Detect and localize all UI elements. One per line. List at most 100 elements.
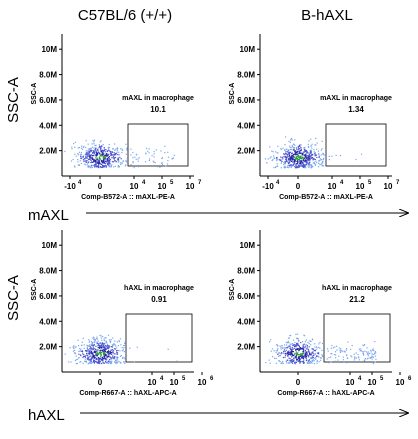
event-dot (85, 140, 87, 142)
event-dot (300, 165, 302, 167)
event-dot (103, 162, 105, 164)
event-dot (285, 136, 287, 138)
event-dot (124, 342, 126, 344)
event-dot (294, 167, 297, 169)
event-dot (302, 362, 305, 364)
event-dot (99, 349, 101, 351)
event-dot (97, 165, 99, 167)
event-dot (93, 160, 95, 162)
event-dot (355, 352, 357, 354)
event-dot (284, 155, 286, 157)
event-dot (109, 158, 111, 161)
event-dot (337, 361, 339, 364)
event-dot (314, 158, 316, 161)
event-dot (92, 337, 94, 339)
event-dot (293, 157, 295, 159)
event-dot (293, 357, 295, 359)
event-dot (327, 350, 329, 352)
event-dot (64, 353, 66, 355)
event-dot (360, 348, 362, 350)
event-dot (91, 362, 93, 364)
event-dot (116, 356, 118, 358)
event-dot (292, 344, 294, 347)
event-dot (284, 144, 286, 146)
event-dot (112, 350, 115, 352)
event-dot (112, 352, 114, 354)
event-dot (277, 159, 279, 161)
event-dot (297, 161, 299, 163)
event-dot (93, 355, 95, 357)
event-dot (80, 157, 82, 160)
event-dot (302, 152, 304, 154)
event-dot (292, 165, 294, 167)
event-dot (114, 143, 116, 145)
event-dot (288, 149, 290, 151)
event-dot (160, 150, 162, 152)
x-tick-label: 10 (368, 378, 377, 387)
event-dot (132, 161, 134, 163)
event-dot (322, 355, 324, 358)
event-dot (107, 351, 109, 353)
event-dot (89, 348, 91, 350)
event-dot (92, 355, 94, 357)
event-dot (70, 160, 73, 162)
event-dot (309, 362, 311, 364)
event-dot (100, 155, 102, 157)
event-dot (74, 153, 76, 155)
event-dot (96, 338, 98, 340)
y-tick-label: 8.0M (39, 71, 57, 80)
event-dot (300, 148, 302, 151)
event-dot (132, 162, 134, 164)
event-dot (282, 158, 284, 160)
event-dot (92, 345, 94, 347)
event-dot (305, 355, 307, 357)
event-dot (82, 356, 84, 359)
event-dot (108, 159, 110, 161)
event-dot (114, 157, 117, 159)
event-dot (88, 341, 90, 343)
event-dot (106, 158, 108, 160)
event-dot (322, 152, 324, 154)
event-dot (137, 160, 139, 162)
y-tick-label: 6.0M (39, 96, 57, 105)
event-dot (95, 157, 97, 159)
event-dot (74, 352, 76, 354)
event-dot (109, 353, 111, 355)
event-dot (83, 344, 85, 346)
event-dot (320, 149, 322, 151)
event-dot (97, 357, 99, 359)
event-dot (102, 152, 104, 154)
event-dot (90, 358, 92, 360)
event-dot (291, 165, 293, 167)
event-dot (298, 165, 300, 167)
event-dot (284, 353, 286, 355)
x-tick-exponent: 5 (170, 180, 174, 186)
event-dot (78, 146, 80, 149)
event-dot (95, 150, 97, 152)
event-dot (308, 164, 310, 166)
event-dot (99, 362, 101, 365)
event-dot (102, 166, 104, 168)
event-dot (305, 156, 307, 158)
event-dot (103, 356, 106, 358)
event-dot (305, 352, 307, 354)
event-dot (346, 354, 348, 356)
event-dot (311, 357, 313, 359)
event-dot (111, 349, 113, 351)
event-dot (111, 157, 113, 159)
event-dot (102, 156, 104, 158)
event-dot (117, 359, 119, 361)
event-dot (299, 361, 301, 363)
event-dot (288, 140, 290, 142)
event-dot (339, 351, 341, 353)
event-dot (276, 163, 278, 165)
event-dot (288, 351, 290, 354)
event-dot (81, 350, 83, 352)
event-dot (305, 358, 307, 360)
event-dot (112, 154, 114, 156)
event-dot (322, 153, 324, 155)
event-dot (125, 161, 128, 163)
event-dot (115, 360, 117, 362)
event-dot (126, 147, 128, 149)
